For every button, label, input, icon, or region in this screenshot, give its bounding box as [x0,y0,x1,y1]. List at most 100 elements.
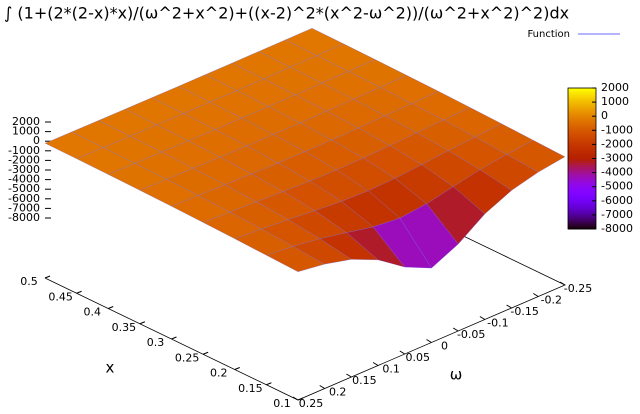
colorbar-band [568,174,596,178]
colorbar-band [568,100,596,103]
y-tick [533,293,539,297]
colorbar-band [568,122,596,125]
x-tick [202,351,209,355]
colorbar-band [568,118,596,121]
legend-label: Function [527,29,570,40]
colorbar-band [568,210,596,214]
colorbar-band [568,102,596,105]
x-tick [139,321,146,325]
colorbar-band [568,154,596,157]
z-tick-label: -2000 [8,153,40,166]
colorbar-band [568,166,596,170]
y-tick-label: 0.1 [382,363,400,376]
x-tick-label: 0.25 [175,351,200,364]
y-tick [292,396,299,401]
colorbar-band [568,180,596,184]
x-tick [108,306,114,309]
colorbar-band [568,176,596,180]
colorbar-band [568,148,596,151]
colorbar-band [568,178,596,182]
colorbar-band [568,192,596,196]
x-tick-label: 0.35 [112,321,137,334]
x-tick-label: 0.1 [273,397,291,410]
x-tick-label: 0.4 [84,306,102,319]
colorbar-band [568,226,596,230]
y-tick [559,281,566,286]
colorbar-band [568,194,596,198]
colorbar-band [568,96,596,99]
y-tick [346,373,352,378]
y-tick [372,362,379,366]
y-tick [506,304,512,309]
x-tick-label: 0.3 [147,336,165,349]
colorbar-band [568,198,596,202]
y-tick-label: -0.25 [564,282,592,295]
colorbar-tick-label: -7000 [601,208,633,221]
y-tick-label: -0.1 [487,317,508,330]
colorbar-band [568,136,596,139]
colorbar-band [568,160,596,164]
z-tick-label: -8000 [8,211,40,224]
colorbar-band [568,132,596,135]
colorbar-band [568,222,596,226]
colorbar-band [568,104,596,107]
colorbar-tick-label: 1000 [601,95,629,108]
surface-patch [265,246,326,273]
y-tick-label: -0.05 [457,328,485,341]
colorbar-tick-label: -2000 [601,137,633,150]
colorbar-band [568,130,596,133]
x-tick [266,382,272,386]
y-tick-label: -0.15 [510,305,538,318]
colorbar-band [568,110,596,113]
x-tick-label: 0.45 [48,290,73,303]
z-tick-label: 2000 [12,115,40,128]
colorbar-band [568,188,596,192]
colorbar-band [568,162,596,166]
y-axis-label: ω [450,366,463,384]
colorbar-band [568,138,596,141]
y-tick [452,327,459,332]
colorbar-band [568,170,596,174]
z-tick-label: -6000 [8,192,40,205]
colorbar-band [568,204,596,208]
y-tick-label: 0.15 [352,374,377,387]
colorbar-tick-label: -3000 [601,152,633,165]
colorbar-tick-label: 2000 [601,81,629,94]
colorbar-band [568,114,596,117]
colorbar-band [568,208,596,212]
colorbar-tick-label: -1000 [601,123,633,136]
colorbar-band [568,214,596,218]
y-tick-label: 0.05 [406,351,431,364]
x-tick [76,290,82,294]
x-tick [44,275,51,279]
colorbar-band [568,88,596,91]
z-tick-label: -3000 [8,163,40,176]
colorbar-band [568,134,596,137]
colorbar-band [568,202,596,206]
colorbar-tick-label: -5000 [601,180,633,193]
colorbar-band [568,190,596,194]
colorbar-band [568,212,596,216]
colorbar-band [568,116,596,119]
colorbar-band [568,98,596,101]
colorbar-band [568,106,596,109]
y-tick [319,385,325,389]
z-tick-label: 0 [33,134,40,147]
colorbar-band [568,182,596,186]
colorbar-band [568,144,596,147]
colorbar-band [568,168,596,172]
colorbar-tick-label: -4000 [601,166,633,179]
z-tick-label: -7000 [8,201,40,214]
x-tick-label: 0.5 [20,275,38,288]
y-tick-label: 0.25 [299,397,324,410]
x-axis-label: x [106,359,115,377]
z-tick-label: 1000 [12,125,40,138]
colorbar-band [568,152,596,155]
colorbar-band [568,220,596,224]
x-tick-label: 0.2 [210,367,228,380]
colorbar-band [568,218,596,222]
colorbar-band [568,94,596,97]
z-tick-label: -4000 [8,173,40,186]
colorbar-band [568,92,596,95]
colorbar-band [568,164,596,168]
